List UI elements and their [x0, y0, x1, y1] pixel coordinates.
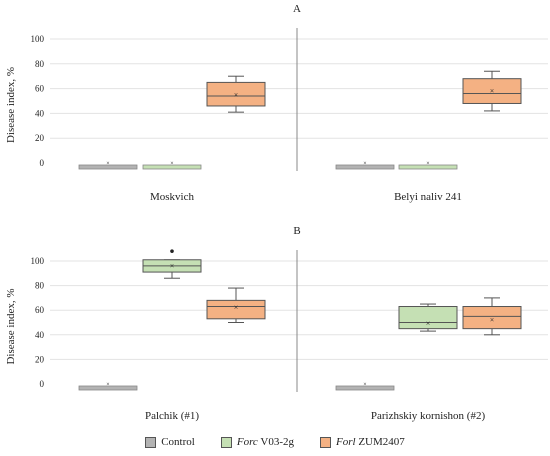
legend-swatch-forc	[220, 436, 232, 448]
box-rect	[462, 78, 522, 104]
category-label: Palchik (#1)	[145, 410, 199, 422]
chart-legend: Control Forc V03-2g Forl ZUM2407	[0, 433, 550, 451]
mean-marker: ×	[106, 161, 109, 167]
mean-marker: ×	[426, 161, 429, 167]
legend-label-control: Control	[161, 436, 195, 448]
box-control: ×	[78, 161, 138, 170]
y-tick-label: 60	[35, 305, 45, 315]
y-tick-label: 40	[35, 108, 45, 118]
mean-marker: ×	[234, 303, 239, 312]
y-tick-label: 20	[35, 133, 45, 143]
box-rect	[206, 299, 266, 320]
category-label: Parizhskiy kornishon (#2)	[371, 410, 486, 422]
box-rect	[78, 164, 138, 170]
box-rect	[398, 306, 458, 330]
y-tick-label: 0	[40, 158, 45, 168]
box-control: ×	[78, 382, 138, 391]
y-tick-label: 100	[31, 34, 45, 44]
box-forl: ×	[206, 287, 266, 323]
panel-label-a: A	[293, 3, 301, 15]
box-forc: ×	[142, 249, 202, 279]
y-axis-label: Disease index, %	[5, 288, 17, 364]
mean-marker: ×	[363, 382, 366, 388]
outlier-point	[170, 249, 174, 253]
legend-label-forl-species: Forl	[336, 436, 356, 448]
box-forc: ×	[142, 161, 202, 170]
mean-marker: ×	[170, 261, 175, 270]
mean-marker: ×	[363, 161, 366, 167]
box-forc: ×	[398, 161, 458, 170]
box-forc: ×	[398, 303, 458, 332]
legend-item-control: Control	[145, 436, 195, 448]
y-tick-label: 40	[35, 330, 45, 340]
box-control: ×	[335, 161, 395, 170]
box-rect	[335, 385, 395, 391]
y-tick-label: 60	[35, 84, 45, 94]
legend-swatch-control	[145, 436, 157, 448]
y-axis-label: Disease index, %	[5, 67, 17, 143]
box-rect	[206, 81, 266, 107]
box-rect	[398, 164, 458, 170]
mean-marker: ×	[106, 382, 109, 388]
legend-item-forl: Forl ZUM2407	[320, 436, 405, 448]
y-tick-label: 80	[35, 281, 45, 291]
category-label: Moskvich	[150, 191, 195, 203]
box-forl: ×	[462, 297, 522, 336]
y-tick-label: 20	[35, 354, 45, 364]
box-forl: ×	[462, 70, 522, 112]
panel-a: × × × × × ×	[50, 28, 548, 171]
box-rect	[142, 164, 202, 170]
legend-swatch-forl	[320, 436, 331, 448]
box-rect	[335, 164, 395, 170]
mean-marker: ×	[234, 90, 239, 99]
legend-label-forl-strain: ZUM2407	[355, 436, 405, 448]
y-tick-label: 100	[31, 256, 45, 266]
y-tick-label: 0	[40, 379, 45, 389]
legend-label-forc-species: Forc	[236, 436, 258, 448]
box-rect	[462, 306, 522, 330]
box-rect	[78, 385, 138, 391]
y-tick-label: 80	[35, 59, 45, 69]
legend-item-forc: Forc V03-2g	[220, 436, 294, 448]
legend-label-forc-strain: V03-2g	[257, 436, 294, 448]
panel-label-b: B	[293, 225, 300, 237]
mean-marker: ×	[490, 87, 495, 96]
mean-marker: ×	[170, 161, 173, 167]
mean-marker: ×	[490, 316, 495, 325]
box-forl: ×	[206, 75, 266, 113]
panel-b: × × × × × ×	[50, 249, 548, 392]
mean-marker: ×	[426, 319, 431, 328]
box-control: ×	[335, 382, 395, 391]
category-label: Belyi naliv 241	[394, 191, 462, 203]
